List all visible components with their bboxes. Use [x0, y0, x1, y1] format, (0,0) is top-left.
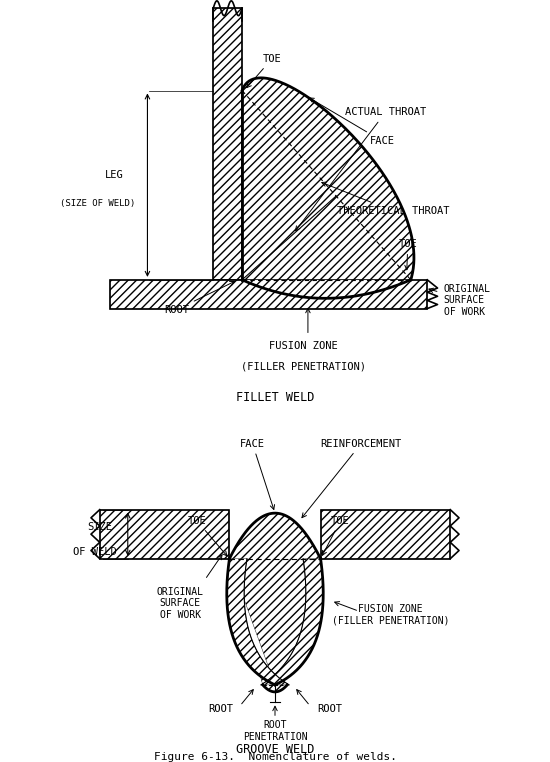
Text: (FILLER PENETRATION): (FILLER PENETRATION): [241, 361, 366, 371]
Text: GROOVE WELD: GROOVE WELD: [236, 743, 314, 756]
Text: FACE: FACE: [240, 439, 274, 510]
Text: FILLET WELD: FILLET WELD: [236, 391, 314, 404]
Polygon shape: [227, 513, 323, 692]
Text: SIZE: SIZE: [87, 522, 112, 532]
Text: ROOT: ROOT: [317, 704, 342, 715]
Text: TOE: TOE: [247, 54, 282, 88]
Text: TOE: TOE: [398, 239, 417, 270]
Text: TOE: TOE: [188, 516, 227, 555]
Polygon shape: [242, 78, 414, 298]
Text: FACE: FACE: [310, 98, 395, 146]
Text: ROOT
PENETRATION: ROOT PENETRATION: [243, 720, 307, 741]
Text: FUSION ZONE
(FILLER PENETRATION): FUSION ZONE (FILLER PENETRATION): [332, 604, 449, 626]
Polygon shape: [321, 510, 450, 559]
Text: Figure 6-13.  Nomenclature of welds.: Figure 6-13. Nomenclature of welds.: [153, 752, 397, 762]
Text: ACTUAL THROAT: ACTUAL THROAT: [295, 107, 426, 231]
Text: TOE: TOE: [322, 516, 350, 555]
Text: ORIGINAL
SURFACE
OF WORK: ORIGINAL SURFACE OF WORK: [444, 283, 491, 317]
Text: ORIGINAL
SURFACE
OF WORK: ORIGINAL SURFACE OF WORK: [157, 587, 204, 620]
Polygon shape: [213, 8, 242, 280]
Polygon shape: [227, 559, 289, 685]
Polygon shape: [111, 280, 427, 309]
Polygon shape: [100, 510, 229, 559]
Polygon shape: [261, 559, 323, 685]
Text: FUSION ZONE: FUSION ZONE: [270, 341, 338, 351]
Text: THEORETICAL THROAT: THEORETICAL THROAT: [322, 182, 449, 216]
Text: ROOT: ROOT: [208, 704, 233, 715]
Text: LEG: LEG: [105, 170, 124, 180]
Text: ROOT: ROOT: [164, 281, 234, 315]
Text: (SIZE OF WELD): (SIZE OF WELD): [60, 199, 136, 208]
Text: OF WELD: OF WELD: [73, 546, 117, 557]
Text: REINFORCEMENT: REINFORCEMENT: [302, 439, 402, 517]
